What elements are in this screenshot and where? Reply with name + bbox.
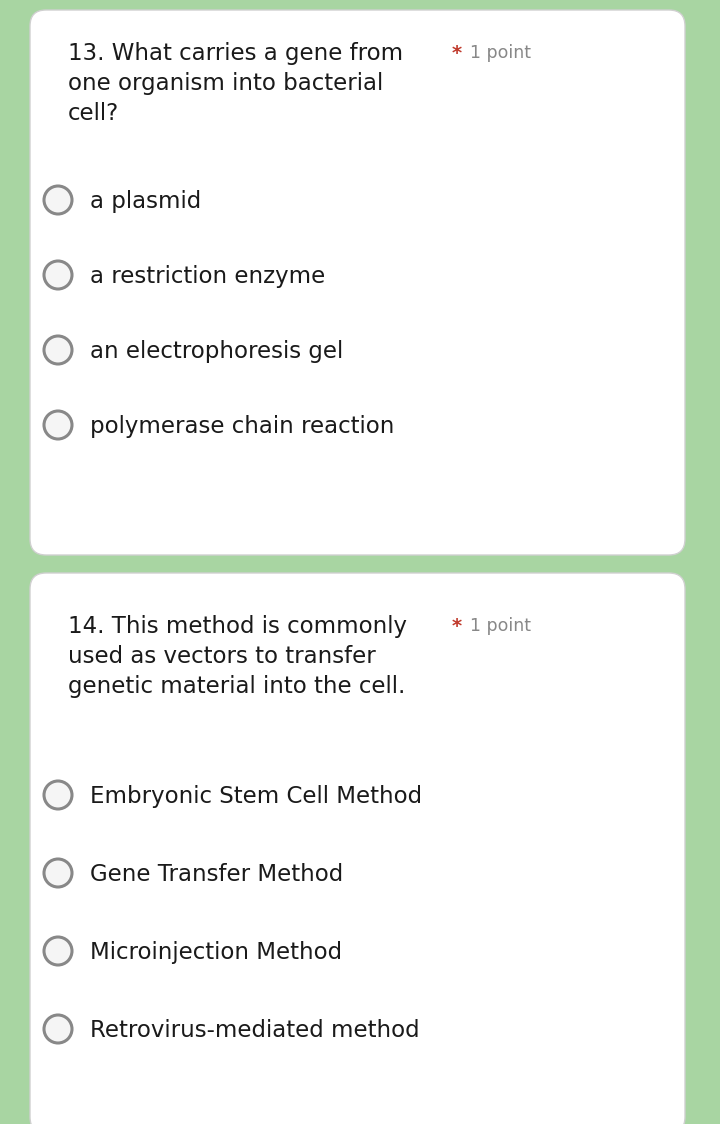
Text: Gene Transfer Method: Gene Transfer Method — [90, 863, 343, 886]
Text: cell?: cell? — [68, 102, 120, 125]
Text: Microinjection Method: Microinjection Method — [90, 941, 342, 964]
Text: polymerase chain reaction: polymerase chain reaction — [90, 415, 395, 438]
Text: a restriction enzyme: a restriction enzyme — [90, 265, 325, 288]
Text: an electrophoresis gel: an electrophoresis gel — [90, 339, 343, 363]
Text: *: * — [452, 44, 462, 63]
Circle shape — [44, 1015, 72, 1043]
Circle shape — [44, 185, 72, 214]
Text: *: * — [452, 617, 462, 636]
Text: used as vectors to transfer: used as vectors to transfer — [68, 645, 376, 668]
Text: Embryonic Stem Cell Method: Embryonic Stem Cell Method — [90, 785, 422, 808]
Circle shape — [44, 781, 72, 809]
Text: Retrovirus-mediated method: Retrovirus-mediated method — [90, 1019, 420, 1042]
FancyBboxPatch shape — [30, 573, 685, 1124]
Text: 1 point: 1 point — [470, 617, 531, 635]
Circle shape — [44, 937, 72, 966]
Circle shape — [44, 411, 72, 439]
Circle shape — [44, 261, 72, 289]
Text: one organism into bacterial: one organism into bacterial — [68, 72, 383, 96]
Text: genetic material into the cell.: genetic material into the cell. — [68, 676, 405, 698]
Text: 13. What carries a gene from: 13. What carries a gene from — [68, 42, 403, 65]
Text: 14. This method is commonly: 14. This method is commonly — [68, 615, 407, 638]
Text: a plasmid: a plasmid — [90, 190, 202, 214]
Circle shape — [44, 336, 72, 364]
Circle shape — [44, 859, 72, 887]
Text: 1 point: 1 point — [470, 44, 531, 62]
FancyBboxPatch shape — [30, 10, 685, 555]
